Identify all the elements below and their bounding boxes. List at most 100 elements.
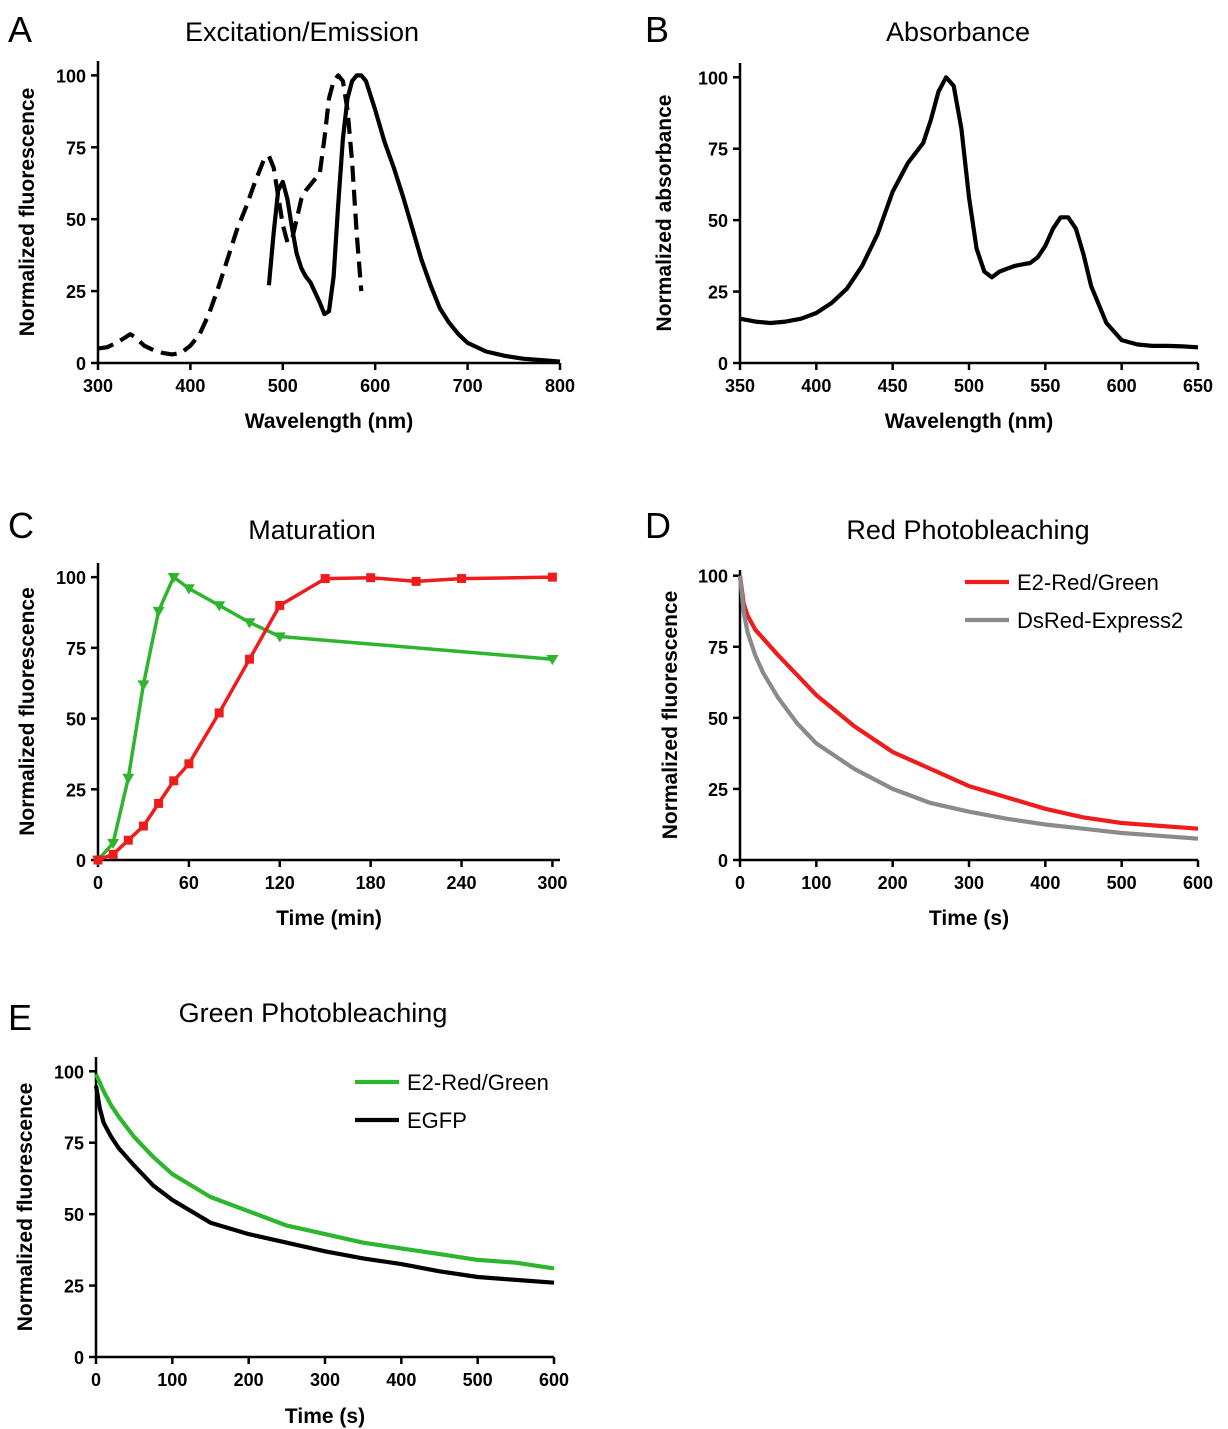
data-point-square [154, 798, 164, 808]
y-tick-label: 50 [66, 710, 86, 730]
y-tick-label: 75 [66, 138, 86, 158]
x-tick-label: 400 [175, 376, 205, 396]
y-tick-label: 75 [66, 639, 86, 659]
data-point-square [123, 835, 133, 845]
series-line-1 [96, 575, 553, 862]
data-point-triangle [137, 680, 150, 691]
y-tick-label: 100 [698, 567, 728, 587]
series-line-1 [97, 73, 364, 357]
y-axis-label: Normalized fluorescence [16, 587, 39, 836]
x-tick-label: 120 [265, 873, 295, 893]
chart-title: Absorbance [886, 17, 1030, 47]
series-line-1 [94, 1073, 555, 1271]
x-tick-label: 800 [545, 376, 575, 396]
y-tick-label: 25 [66, 282, 86, 302]
chart-title: Maturation [248, 515, 376, 545]
x-tick-label: 600 [539, 1370, 569, 1390]
data-point-square [411, 576, 421, 586]
data-point-triangle [167, 572, 180, 584]
panel-letter: B [645, 9, 669, 50]
y-axis-label: Normalized fluorescence [659, 591, 682, 840]
x-tick-label: 500 [463, 1370, 493, 1390]
x-tick-label: 100 [157, 1370, 187, 1390]
y-tick-label: 75 [708, 638, 728, 658]
x-tick-label: 240 [447, 873, 477, 893]
x-tick-label: 0 [93, 873, 103, 893]
x-axis-label: Time (s) [929, 907, 1009, 930]
legend-label: E2-Red/Green [1017, 570, 1159, 595]
x-tick-label: 600 [360, 376, 390, 396]
data-point-square [457, 574, 467, 584]
y-tick-label: 100 [56, 66, 86, 86]
x-tick-label: 650 [1183, 376, 1213, 396]
y-tick-label: 25 [708, 283, 728, 303]
data-point-triangle [107, 838, 120, 850]
data-point-triangle [546, 654, 559, 666]
y-tick-label: 25 [66, 780, 86, 800]
y-tick-label: 50 [66, 210, 86, 230]
series-line-2 [93, 1085, 555, 1285]
y-tick-label: 50 [64, 1205, 84, 1225]
x-axis-label: Time (s) [285, 1405, 365, 1428]
y-tick-label: 0 [76, 851, 86, 871]
x-tick-label: 100 [801, 873, 831, 893]
x-tick-label: 500 [268, 376, 298, 396]
panel-letter: E [8, 997, 32, 1038]
y-tick-label: 75 [64, 1134, 84, 1154]
x-tick-label: 400 [1030, 873, 1060, 893]
x-tick-label: 300 [954, 873, 984, 893]
data-point-square [244, 654, 254, 664]
y-tick-label: 75 [708, 140, 728, 160]
y-tick-label: 50 [708, 709, 728, 729]
panel-letter: D [645, 505, 671, 546]
chart-title: Green Photobleaching [179, 998, 448, 1028]
legend-label: E2-Red/Green [407, 1070, 549, 1095]
x-tick-label: 0 [735, 873, 745, 893]
x-tick-label: 450 [878, 376, 908, 396]
x-tick-label: 400 [386, 1370, 416, 1390]
data-point-triangle [243, 618, 256, 629]
data-point-square [275, 600, 285, 610]
data-point-square [108, 849, 118, 859]
data-point-triangle [273, 632, 286, 643]
x-tick-label: 200 [234, 1370, 264, 1390]
y-tick-label: 100 [56, 568, 86, 588]
panel-a: A Excitation/Emission 300 400 500 600 700 800 0 2… [8, 9, 575, 433]
series-line-1 [739, 75, 1199, 350]
y-tick-label: 50 [708, 211, 728, 231]
data-point-square [214, 708, 224, 718]
x-tick-label: 500 [1107, 873, 1137, 893]
series-line-2 [266, 73, 561, 364]
x-tick-label: 600 [1107, 376, 1137, 396]
data-point-triangle [213, 601, 226, 612]
x-tick-label: 300 [537, 873, 567, 893]
panel-letter: C [8, 505, 34, 546]
x-tick-label: 300 [83, 376, 113, 396]
x-tick-label: 0 [91, 1370, 101, 1390]
x-tick-label: 300 [310, 1370, 340, 1390]
data-point-square [169, 776, 179, 786]
y-axis-label: Normalized fluorescence [14, 1083, 37, 1332]
panel-d: D Red Photobleaching 0 100 200 300 400 500 600 0 2… [645, 505, 1213, 930]
panel-letter: A [8, 9, 32, 50]
x-tick-label: 180 [356, 873, 386, 893]
y-tick-label: 0 [74, 1348, 84, 1368]
panel-b: B Absorbance 350 400 450 500 550 600 650 0 25 50 75 1… [645, 9, 1213, 433]
x-tick-label: 60 [179, 873, 199, 893]
data-point-triangle [152, 606, 165, 618]
x-axis-label: Time (min) [276, 907, 382, 930]
data-point-triangle [182, 584, 195, 595]
x-tick-label: 200 [878, 873, 908, 893]
series-line-2 [97, 575, 553, 862]
x-tick-label: 700 [453, 376, 483, 396]
legend-label: EGFP [407, 1108, 467, 1133]
data-point-square [547, 572, 557, 582]
y-tick-label: 100 [698, 68, 728, 88]
data-point-square [184, 759, 194, 769]
y-axis-label: Normalized absorbance [653, 95, 676, 332]
y-tick-label: 100 [54, 1062, 84, 1082]
x-tick-label: 500 [954, 376, 984, 396]
series-line-1 [737, 575, 1199, 831]
panel-c: C Maturation 0 60 120 180 240 300 0 25 50 75 100 Time… [8, 505, 567, 930]
